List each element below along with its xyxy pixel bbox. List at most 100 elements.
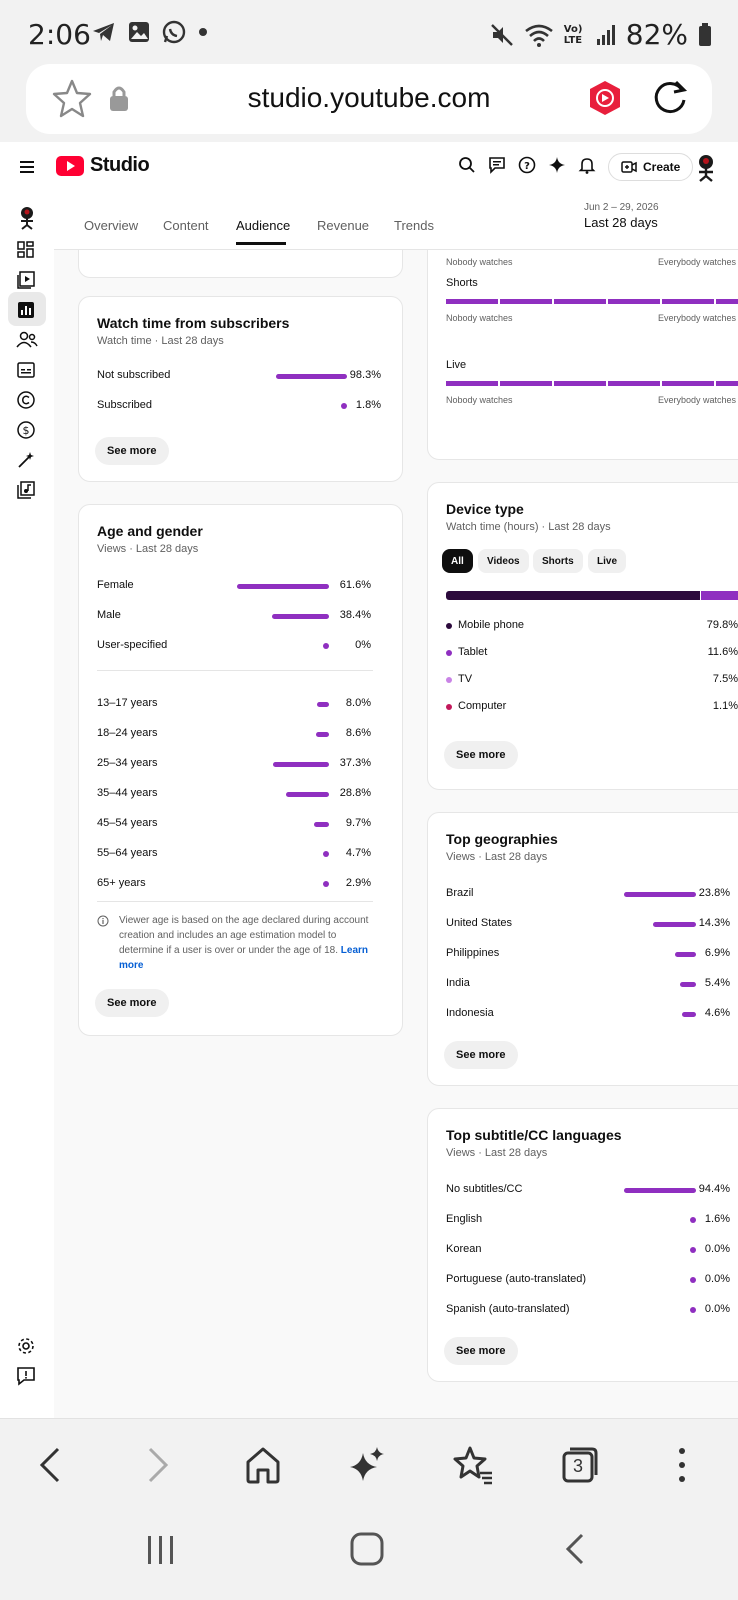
extension-play-icon[interactable] [588,80,622,116]
chip-shorts[interactable]: Shorts [533,549,583,573]
notifications-bell-icon[interactable] [578,156,596,174]
earn-icon[interactable]: $ [16,420,36,440]
send-feedback-icon[interactable] [16,1366,36,1386]
see-more-button[interactable]: See more [444,1337,518,1365]
scale-segment [716,299,738,304]
device-stack-segment [700,591,738,600]
svg-text:?: ? [524,161,530,172]
row-dot [690,1277,696,1283]
help-icon[interactable]: ? [518,156,536,174]
dashboard-icon[interactable] [16,240,36,260]
settings-gear-icon[interactable] [16,1336,36,1356]
bookmark-star-icon[interactable] [52,78,92,118]
card-subtitle: Views · Last 28 days [97,543,199,555]
system-back-icon[interactable] [564,1532,586,1566]
account-avatar[interactable] [694,154,718,182]
row-dot [323,643,329,649]
see-more-button[interactable]: See more [95,437,169,465]
tab-trends[interactable]: Trends [394,218,434,233]
device-value: 11.6% [707,646,738,658]
tab-audience[interactable]: Audience [236,218,291,233]
community-icon[interactable] [16,330,38,350]
age-note-text: Viewer age is based on the age declared … [119,915,369,956]
device-value: 7.5% [712,673,738,685]
scale-segment [554,381,606,386]
scale-low-label: Nobody watches [446,257,513,267]
row-value: 0.0% [704,1273,730,1285]
scale-high-label: Everybody watches [658,313,737,323]
address-bar[interactable]: studio.youtube.com [26,64,712,134]
channel-avatar-icon[interactable] [16,206,38,230]
copyright-icon[interactable] [16,390,36,410]
analytics-content: more Watch time from subscribers Watch t… [54,250,738,1418]
header-actions: ? [458,156,596,174]
tabs-button[interactable]: 3 [560,1445,600,1485]
create-button[interactable]: Create [608,153,694,181]
row-value: 9.7% [345,817,371,829]
search-icon[interactable] [458,156,476,174]
device-type-card: Device type Watch time (hours) · Last 28… [427,482,738,790]
device-stack-segment [446,591,700,600]
row-value: 2.9% [345,877,371,889]
row-label: English [446,1213,483,1225]
scale-low-label: Nobody watches [446,395,513,405]
home-button-icon[interactable] [350,1532,384,1566]
studio-logo[interactable]: Studio [56,154,150,177]
row-bar [276,374,347,379]
see-more-button[interactable]: See more [444,741,518,769]
device-label: TV [458,673,473,685]
lock-icon[interactable] [108,84,130,112]
row-value: 28.8% [339,787,371,799]
row-label: 35–44 years [97,787,158,799]
url-text[interactable]: studio.youtube.com [247,82,491,113]
row-label: Korean [446,1243,482,1255]
create-video-icon [621,161,637,173]
audio-library-icon[interactable] [16,480,36,500]
chip-all[interactable]: All [442,549,473,573]
more-options-icon[interactable] [676,1445,688,1485]
browser-toolbar: 3 [0,1418,738,1514]
date-range-picker[interactable]: Jun 2 – 29, 2026 Last 28 days [584,202,659,230]
tab-revenue[interactable]: Revenue [317,218,370,233]
row-label: India [446,977,470,989]
scale-segment [608,381,660,386]
customization-wand-icon[interactable] [16,450,36,470]
card-title: Watch time from subscribers [97,315,290,331]
home-icon[interactable] [244,1445,282,1485]
content-icon[interactable] [16,270,36,290]
card-title: Age and gender [97,523,203,539]
row-value: 0.0% [704,1303,730,1315]
recents-icon[interactable] [146,1534,176,1566]
feedback-comments-icon[interactable] [488,156,506,174]
back-arrow-icon[interactable] [38,1445,62,1485]
chip-live[interactable]: Live [588,549,627,573]
dot-icon [199,28,207,36]
chip-videos[interactable]: Videos [478,549,529,573]
legend-dot [446,650,452,656]
card-title: Top geographies [446,831,558,847]
see-more-button[interactable]: See more [95,989,169,1017]
see-more-button[interactable]: See more [444,1041,518,1069]
row-label: 25–34 years [97,757,158,769]
subtitles-icon[interactable] [16,360,36,380]
sparkle-icon[interactable] [548,156,566,174]
forward-arrow-icon[interactable] [146,1445,170,1485]
card-title: Device type [446,501,524,517]
tab-overview[interactable]: Overview [84,218,139,233]
tab-content[interactable]: Content [163,218,209,233]
scale-segment [500,299,552,304]
ai-sparkle-icon[interactable] [348,1445,386,1485]
learn-more-link-partial[interactable]: more [119,250,143,252]
analytics-icon[interactable] [16,300,36,320]
learn-more-link[interactable]: Learn more [119,945,369,971]
row-label: Male [97,609,121,621]
divider [97,901,373,902]
reload-icon[interactable] [648,76,692,120]
row-dot [690,1307,696,1313]
scale-segment [500,381,552,386]
battery-icon [699,22,711,46]
age-gender-card: Age and gender Views · Last 28 days Fema… [78,504,403,1036]
legend-dot [446,677,452,683]
menu-icon[interactable] [18,158,38,176]
bookmarks-icon[interactable] [452,1445,494,1485]
